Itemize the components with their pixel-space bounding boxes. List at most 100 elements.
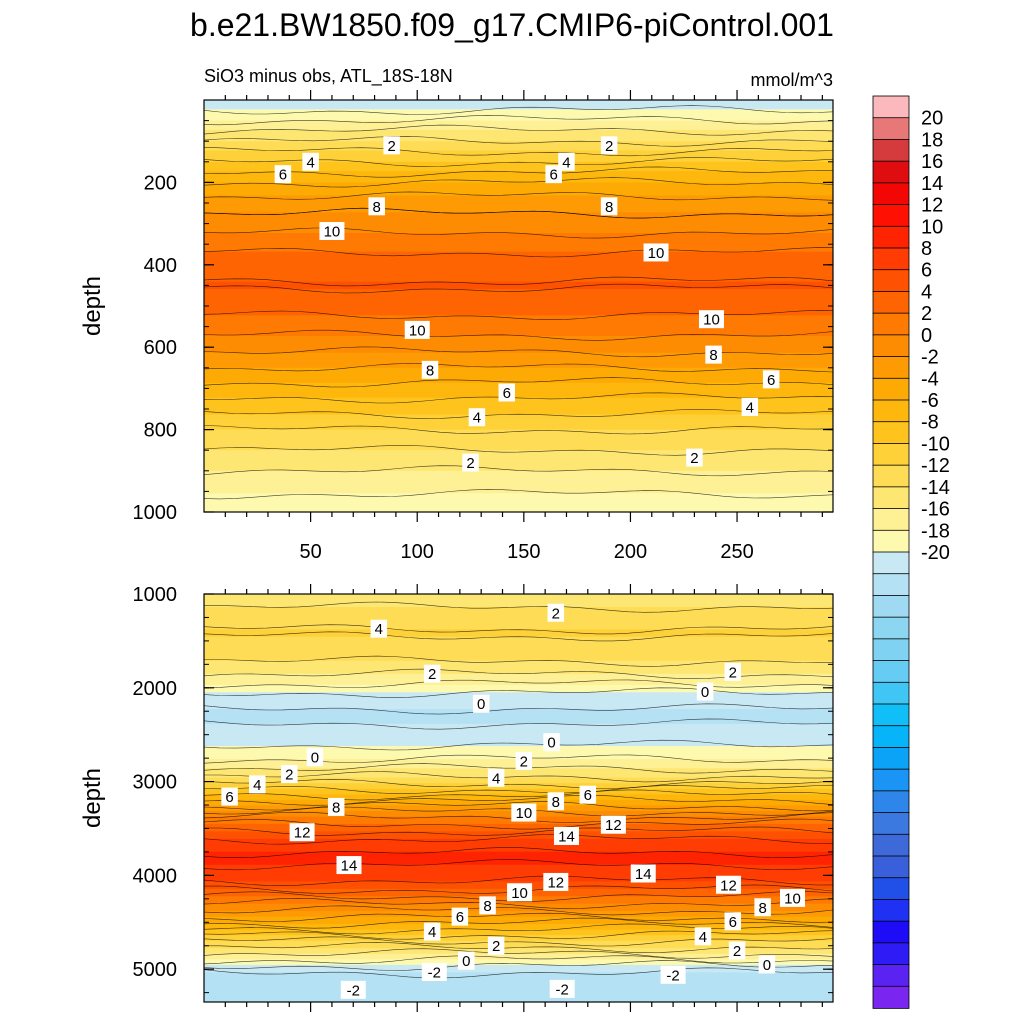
svg-text:-2: -2	[428, 964, 441, 981]
contour-band	[204, 638, 833, 641]
svg-text:12: 12	[605, 817, 622, 834]
colorbar-tick-label: -18	[921, 520, 950, 542]
y-tick-label: 1000	[133, 584, 178, 606]
contour-line	[204, 834, 833, 845]
contour-band	[204, 467, 833, 470]
contour-band	[204, 716, 833, 719]
colorbar-swatch	[872, 247, 910, 271]
contour-band	[204, 442, 833, 446]
contour-band	[204, 229, 833, 232]
contour-band	[204, 165, 833, 169]
contour-band	[204, 909, 833, 912]
contour-band	[204, 911, 833, 914]
contour-band	[204, 255, 833, 258]
y-axis-title: depth	[79, 276, 106, 336]
contour-line	[204, 465, 833, 477]
contour-band	[204, 964, 833, 968]
contour-label: 14	[630, 864, 656, 883]
contour-band	[204, 1000, 833, 1002]
contour-band	[204, 770, 833, 773]
contour-line	[204, 191, 833, 201]
contour-band	[204, 844, 833, 847]
svg-text:10: 10	[515, 805, 532, 822]
contour-band	[204, 289, 833, 292]
contour-band	[204, 459, 833, 463]
colorbar-swatch	[872, 833, 910, 857]
contour-band	[204, 345, 833, 348]
contour-band	[204, 855, 833, 858]
contour-band	[204, 625, 833, 628]
contour-band	[204, 367, 833, 371]
contour-band	[204, 259, 833, 262]
contour-band	[204, 283, 833, 286]
colorbar-swatch	[872, 399, 910, 423]
contour-band	[204, 699, 833, 703]
colorbar-swatch	[872, 225, 910, 249]
svg-text:4: 4	[428, 924, 436, 941]
contour-line	[204, 624, 833, 635]
contour-band	[204, 141, 833, 144]
contour-band	[204, 435, 833, 438]
contour-band	[204, 662, 833, 666]
contour-band	[204, 731, 833, 734]
contour-line	[204, 283, 833, 294]
contour-band	[204, 244, 833, 247]
contour-label: 4	[249, 775, 266, 794]
contour-band	[204, 655, 833, 658]
contour-band	[204, 968, 833, 972]
x-tick-label: 150	[507, 541, 540, 563]
contour-band	[204, 401, 833, 404]
contour-label: 2	[423, 664, 441, 683]
contour-band	[204, 120, 833, 124]
contour-band	[204, 979, 833, 983]
contour-label: 2	[462, 453, 479, 472]
colorbar-swatch	[872, 204, 910, 228]
contour-band	[204, 261, 833, 264]
contour-band	[204, 976, 833, 979]
contour-band	[204, 188, 833, 191]
colorbar-swatch	[872, 117, 910, 141]
contour-band	[204, 881, 833, 884]
colorbar-swatch	[872, 703, 910, 727]
contour-line	[204, 960, 833, 971]
contour-band	[204, 173, 833, 176]
contour-band	[204, 208, 833, 212]
colorbar-tick-label: 0	[921, 325, 932, 347]
contour-band	[204, 291, 833, 294]
contour-line	[204, 409, 833, 419]
contour-band	[204, 694, 833, 697]
contour-band	[204, 174, 833, 178]
contour-line	[204, 955, 833, 965]
contour-label: -2	[340, 980, 366, 999]
contour-band	[204, 746, 833, 749]
contour-band	[204, 450, 833, 453]
contour-band	[204, 347, 833, 350]
colorbar-tick-label: 16	[921, 151, 943, 173]
figure-title: b.e21.BW1850.f09_g17.CMIP6-piControl.001	[190, 7, 834, 43]
contour-band	[204, 180, 833, 183]
contour-field: 2 4 2 2 0 0 0 0 2 2 4 4 6 6 8 8 10 12 12 14 14 14 12 12 10 10 8 8 6 6…	[204, 594, 833, 1002]
contour-band	[204, 605, 833, 608]
contour-band	[204, 697, 833, 701]
colorbar-swatch	[872, 182, 910, 206]
contour-band	[204, 937, 833, 940]
colorbar-tick-label: 14	[921, 173, 943, 195]
contour-band	[204, 206, 833, 210]
contour-band	[204, 330, 833, 333]
contour-band	[204, 246, 833, 249]
contour-band	[204, 673, 833, 677]
svg-text:12: 12	[547, 874, 564, 891]
contour-label: 4	[487, 768, 505, 787]
contour-line	[204, 936, 833, 947]
svg-text:0: 0	[763, 957, 771, 974]
contour-band	[204, 203, 833, 206]
svg-text:10: 10	[511, 885, 528, 902]
contour-band	[204, 671, 833, 675]
contour-band	[204, 618, 833, 621]
contour-band	[204, 677, 833, 680]
contour-band	[204, 502, 833, 506]
contour-label: 10	[779, 888, 805, 907]
colorbar-swatch	[872, 291, 910, 314]
svg-text:0: 0	[311, 750, 319, 767]
contour-band	[204, 734, 833, 738]
